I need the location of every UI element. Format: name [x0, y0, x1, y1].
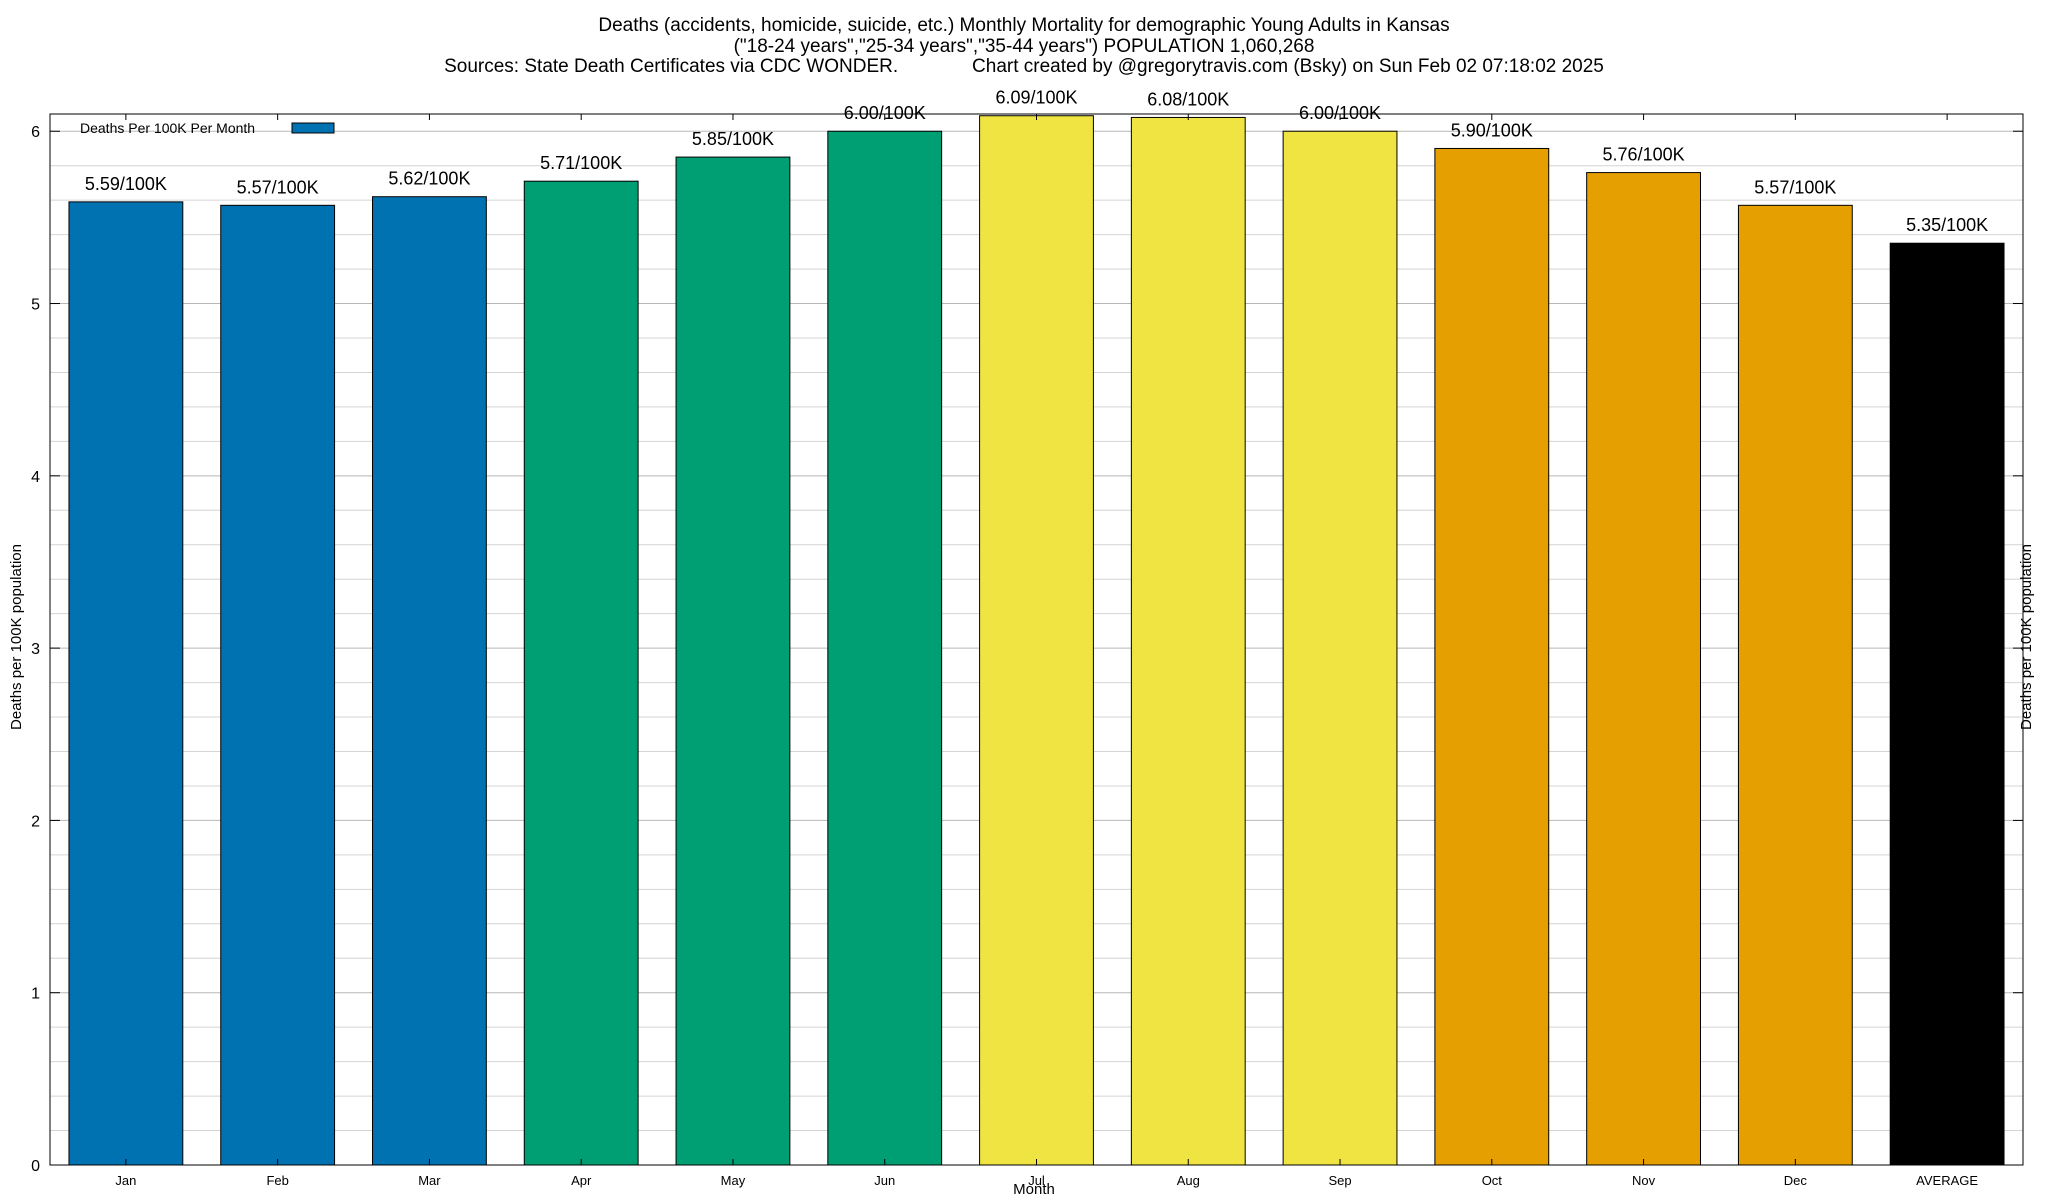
x-tick-label-may: May — [721, 1173, 746, 1188]
x-tick-label-oct: Oct — [1482, 1173, 1503, 1188]
y-tick-label: 4 — [31, 469, 40, 486]
y-tick-label: 0 — [31, 1158, 40, 1175]
data-label-sep: 6.00/100K — [1299, 103, 1381, 123]
x-tick-label-nov: Nov — [1632, 1173, 1656, 1188]
data-label-dec: 5.57/100K — [1754, 177, 1836, 197]
bar-aug — [1130, 116, 1246, 1166]
legend-swatch — [291, 122, 335, 134]
bar-feb — [220, 204, 336, 1166]
data-label-apr: 5.71/100K — [540, 153, 622, 173]
bar-oct — [1434, 147, 1550, 1166]
bar-average — [1889, 242, 2005, 1166]
data-label-mar: 5.62/100K — [388, 169, 470, 189]
bar-sep — [1282, 130, 1398, 1166]
x-tick-label-average: AVERAGE — [1916, 1173, 1978, 1188]
x-tick-label-mar: Mar — [418, 1173, 441, 1188]
y-tick-label: 3 — [31, 641, 40, 658]
x-tick-label-feb: Feb — [266, 1173, 288, 1188]
x-tick-label-dec: Dec — [1784, 1173, 1808, 1188]
bar-nov — [1586, 172, 1701, 1166]
data-label-jun: 6.00/100K — [844, 103, 926, 123]
bar-apr — [523, 180, 639, 1166]
x-axis-label: Month — [1013, 1181, 1055, 1198]
x-tick-label-jul: Jul — [1028, 1173, 1045, 1188]
data-label-jan: 5.59/100K — [85, 174, 167, 194]
data-label-feb: 5.57/100K — [237, 177, 319, 197]
data-label-aug: 6.08/100K — [1147, 89, 1229, 109]
y-tick-label: 1 — [31, 986, 40, 1003]
y-tick-label: 6 — [31, 124, 40, 141]
data-label-jul: 6.09/100K — [995, 88, 1077, 108]
x-tick-label-jan: Jan — [115, 1173, 136, 1188]
y-tick-label: 5 — [31, 297, 40, 314]
x-tick-label-aug: Aug — [1177, 1173, 1200, 1188]
data-label-average: 5.35/100K — [1906, 215, 1988, 235]
y-axis-label: Deaths per 100K population — [8, 544, 25, 730]
x-tick-label-sep: Sep — [1328, 1173, 1351, 1188]
bar-jun — [827, 130, 943, 1166]
title-line-1: Deaths (accidents, homicide, suicide, et… — [598, 15, 1449, 36]
data-labels: 5.59/100K 5.57/100K 5.62/100K 5.71/100K 5.85… — [85, 88, 1988, 235]
y-axis: 0 1 2 3 4 5 6 — [31, 124, 2023, 1175]
y-axis-label-right: Deaths per 100K population — [2018, 544, 2035, 730]
y-tick-label: 2 — [31, 813, 40, 830]
x-tick-label-apr: Apr — [571, 1173, 592, 1188]
title-line-2: ("18-24 years","25-34 years","35-44 year… — [734, 36, 1315, 57]
bar-dec — [1737, 204, 1853, 1166]
x-tick-label-jun: Jun — [874, 1173, 895, 1188]
bar-jan — [68, 201, 184, 1166]
bar-mar — [372, 196, 487, 1166]
title-line-3: Sources: State Death Certificates via CD… — [444, 56, 1604, 77]
bar-may — [675, 156, 791, 1166]
x-axis: Jan Feb Mar Apr May Jun Jul Aug Sep Oct Nov Dec AVER… — [115, 114, 1978, 1188]
data-label-may: 5.85/100K — [692, 129, 774, 149]
chart-title: Deaths (accidents, homicide, suicide, et… — [444, 15, 1604, 77]
legend-label: Deaths Per 100K Per Month — [80, 120, 255, 136]
legend: Deaths Per 100K Per Month — [80, 120, 335, 136]
data-label-nov: 5.76/100K — [1603, 145, 1685, 165]
data-label-oct: 5.90/100K — [1451, 120, 1533, 140]
bars — [68, 115, 2005, 1166]
bar-jul — [979, 115, 1094, 1166]
